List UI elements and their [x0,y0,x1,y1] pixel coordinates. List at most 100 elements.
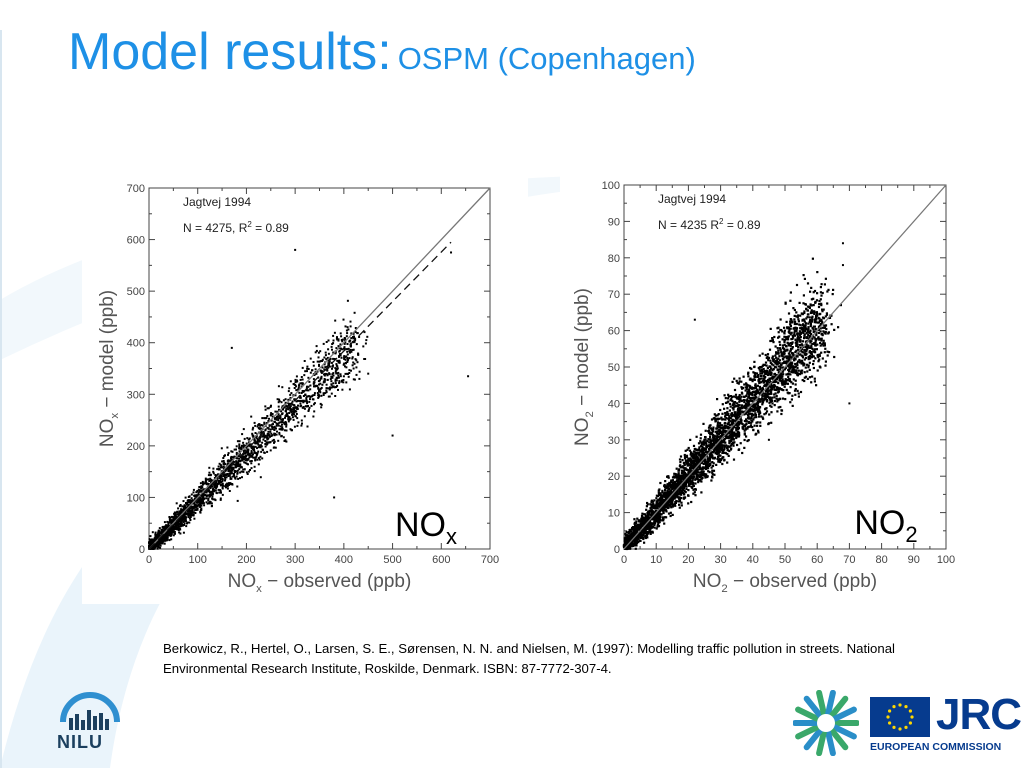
scatter-point [755,421,758,424]
scatter-point [219,483,222,486]
scatter-point [649,519,652,522]
scatter-point [689,470,692,473]
scatter-point [226,485,229,488]
scatter-point [777,357,780,360]
scatter-point [663,507,666,511]
scatter-point [193,494,196,497]
scatter-point [294,398,297,401]
scatter-point [708,463,711,466]
scatter-point [315,372,318,375]
scatter-point [692,492,695,495]
scatter-point [744,386,747,389]
scatter-point [253,440,256,443]
scatter-point [747,372,750,375]
scatter-point [672,486,675,490]
scatter-point [244,449,246,452]
scatter-point [296,417,299,420]
scatter-point [356,332,359,335]
scatter-point [349,351,351,354]
scatter-point [342,375,345,378]
scatter-point [228,464,231,467]
scatter-point [209,500,212,503]
scatter-point [747,425,750,428]
scatter-point [268,417,270,420]
scatter-point [711,444,714,447]
scatter-point [269,428,272,431]
scatter-point [253,451,256,454]
y-tick-label: 0 [614,544,620,556]
scatter-point [170,529,173,532]
scatter-point [167,521,170,524]
scatter-point [810,304,813,307]
scatter-point [676,496,679,499]
scatter-point [299,400,302,403]
scatter-point [298,391,301,394]
scatter-point [633,525,636,529]
scatter-point [290,411,293,414]
scatter-point [743,419,746,423]
scatter-point [793,318,796,321]
scatter-point [220,465,223,468]
scatter-point [219,466,222,469]
scatter-point [656,523,659,526]
scatter-point [307,410,310,412]
scatter-point [348,388,351,391]
scatter-point [312,364,315,367]
scatter-point [188,510,191,513]
scatter-point [638,526,641,530]
scatter-point [234,471,236,474]
scatter-point [190,509,192,512]
scatter-point [179,512,182,515]
scatter-point [833,355,836,359]
scatter-point [735,436,738,440]
scatter-point [298,383,301,386]
scatter-point [219,497,222,500]
scatter-point [174,532,176,535]
scatter-point [704,476,707,479]
scatter-point [756,424,759,427]
scatter-point [252,453,254,456]
scatter-point [223,463,226,466]
scatter-point [797,372,800,375]
scatter-point [791,347,794,350]
scatter-point [170,532,173,535]
scatter-point [317,394,320,397]
scatter-point [196,504,199,507]
scatter-point [789,347,793,350]
scatter-point [775,363,778,366]
scatter-point [277,401,280,404]
scatter-point [789,344,792,347]
scatter-point [761,372,764,375]
scatter-point [694,482,697,485]
scatter-point [170,521,173,524]
scatter-point [329,386,331,389]
scatter-point [345,335,348,338]
scatter-point [329,357,332,360]
scatter-point [807,358,810,361]
scatter-point [206,502,209,505]
scatter-point [710,428,713,431]
scatter-point [649,507,652,510]
scatter-point [737,404,740,408]
scatter-point [803,379,806,383]
scatter-point [824,347,827,350]
scatter-point [697,478,700,481]
scatter-point [212,472,215,475]
scatter-point [213,490,216,493]
scatter-point [720,427,723,430]
scatter-point [281,428,284,431]
scatter-point [275,424,278,427]
scatter-point [343,358,346,360]
scatter-point [224,454,226,457]
scatter-point [702,422,705,425]
scatter-point [289,406,291,409]
scatter-point [156,542,159,545]
scatter-point [254,424,257,427]
scatter-point [717,426,720,429]
scatter-point [211,479,214,482]
scatter-point [323,374,326,377]
scatter-point [169,521,171,524]
scatter-point [202,488,205,491]
scatter-point [334,319,337,322]
scatter-point [754,372,757,375]
